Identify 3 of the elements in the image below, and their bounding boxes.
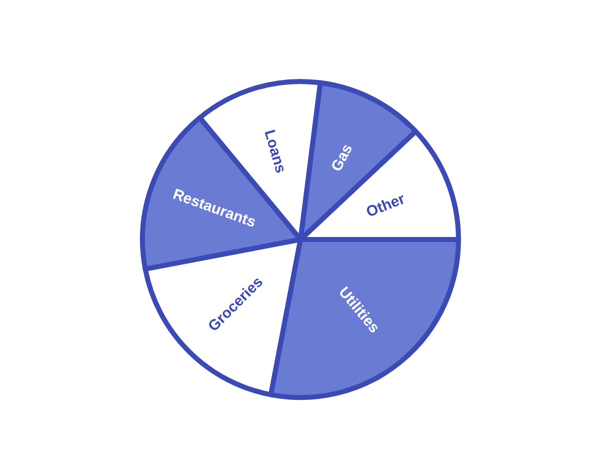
slice-label: Other [364,190,408,222]
slice-label: Loans [260,128,290,176]
slice-label: Gas [328,141,356,174]
